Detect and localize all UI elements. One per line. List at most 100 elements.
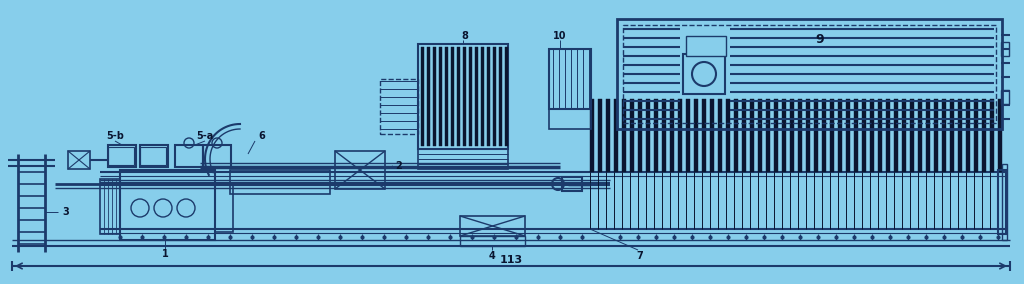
Bar: [421, 47, 424, 146]
Bar: [335, 151, 385, 189]
Text: 4: 4: [488, 251, 496, 261]
Bar: [998, 170, 1006, 234]
Bar: [926, 99, 930, 172]
Bar: [966, 99, 970, 172]
Bar: [726, 99, 730, 172]
Text: 1: 1: [162, 249, 168, 259]
Bar: [870, 99, 874, 172]
Bar: [758, 99, 762, 172]
Bar: [481, 47, 484, 146]
Bar: [838, 99, 842, 172]
Bar: [750, 99, 754, 172]
Bar: [418, 44, 508, 149]
Bar: [590, 99, 594, 172]
Circle shape: [692, 62, 716, 86]
Bar: [683, 54, 725, 94]
Bar: [549, 109, 591, 129]
Bar: [120, 170, 215, 240]
Bar: [140, 147, 166, 165]
Text: 9: 9: [816, 32, 824, 45]
Bar: [950, 99, 954, 172]
Bar: [505, 47, 508, 146]
Bar: [790, 99, 794, 172]
Bar: [108, 145, 136, 167]
Bar: [646, 99, 650, 172]
Bar: [854, 99, 858, 172]
Bar: [433, 47, 436, 146]
Bar: [598, 99, 602, 172]
Bar: [862, 99, 866, 172]
Bar: [958, 99, 962, 172]
Bar: [617, 19, 1002, 129]
Bar: [1001, 42, 1009, 56]
Bar: [710, 99, 714, 172]
Bar: [549, 49, 591, 109]
Bar: [718, 99, 722, 172]
Bar: [878, 99, 882, 172]
Bar: [457, 47, 460, 146]
Bar: [100, 179, 120, 234]
Bar: [814, 99, 818, 172]
Bar: [934, 99, 938, 172]
Bar: [451, 47, 454, 146]
Bar: [998, 99, 1002, 172]
Bar: [215, 184, 233, 232]
Bar: [562, 177, 582, 191]
Bar: [662, 99, 666, 172]
Bar: [203, 145, 231, 167]
Bar: [782, 99, 786, 172]
Text: 6: 6: [259, 131, 265, 141]
Bar: [806, 99, 810, 172]
Bar: [140, 145, 168, 167]
Bar: [638, 99, 642, 172]
Bar: [499, 47, 502, 146]
Bar: [68, 151, 90, 169]
Bar: [686, 36, 726, 56]
Bar: [670, 99, 674, 172]
Text: 113: 113: [500, 255, 522, 265]
Bar: [830, 99, 834, 172]
Text: 10: 10: [553, 31, 566, 41]
Text: 2: 2: [395, 161, 401, 171]
Bar: [910, 99, 914, 172]
Bar: [822, 99, 826, 172]
Bar: [902, 99, 906, 172]
Bar: [614, 99, 618, 172]
Bar: [894, 99, 898, 172]
Bar: [630, 99, 634, 172]
Bar: [606, 99, 610, 172]
Bar: [886, 99, 890, 172]
Text: 3: 3: [62, 207, 69, 217]
Bar: [1001, 90, 1009, 104]
Bar: [918, 99, 922, 172]
Bar: [678, 99, 682, 172]
Bar: [686, 99, 690, 172]
Bar: [982, 99, 986, 172]
Bar: [766, 99, 770, 172]
Bar: [230, 170, 330, 194]
Bar: [460, 236, 525, 246]
Text: 7: 7: [637, 251, 643, 261]
Bar: [439, 47, 442, 146]
Bar: [469, 47, 472, 146]
Bar: [734, 99, 738, 172]
Bar: [463, 47, 466, 146]
Bar: [798, 99, 802, 172]
Bar: [702, 99, 706, 172]
Bar: [475, 47, 478, 146]
Bar: [974, 99, 978, 172]
Bar: [445, 47, 449, 146]
Bar: [380, 79, 418, 134]
Bar: [694, 99, 698, 172]
Bar: [1002, 164, 1007, 240]
Text: 8: 8: [462, 31, 468, 41]
Bar: [418, 149, 508, 169]
Bar: [654, 99, 658, 172]
Bar: [175, 145, 203, 167]
Bar: [774, 99, 778, 172]
Bar: [990, 99, 994, 172]
Bar: [622, 99, 626, 172]
Bar: [493, 47, 496, 146]
Bar: [487, 47, 490, 146]
Bar: [427, 47, 430, 146]
